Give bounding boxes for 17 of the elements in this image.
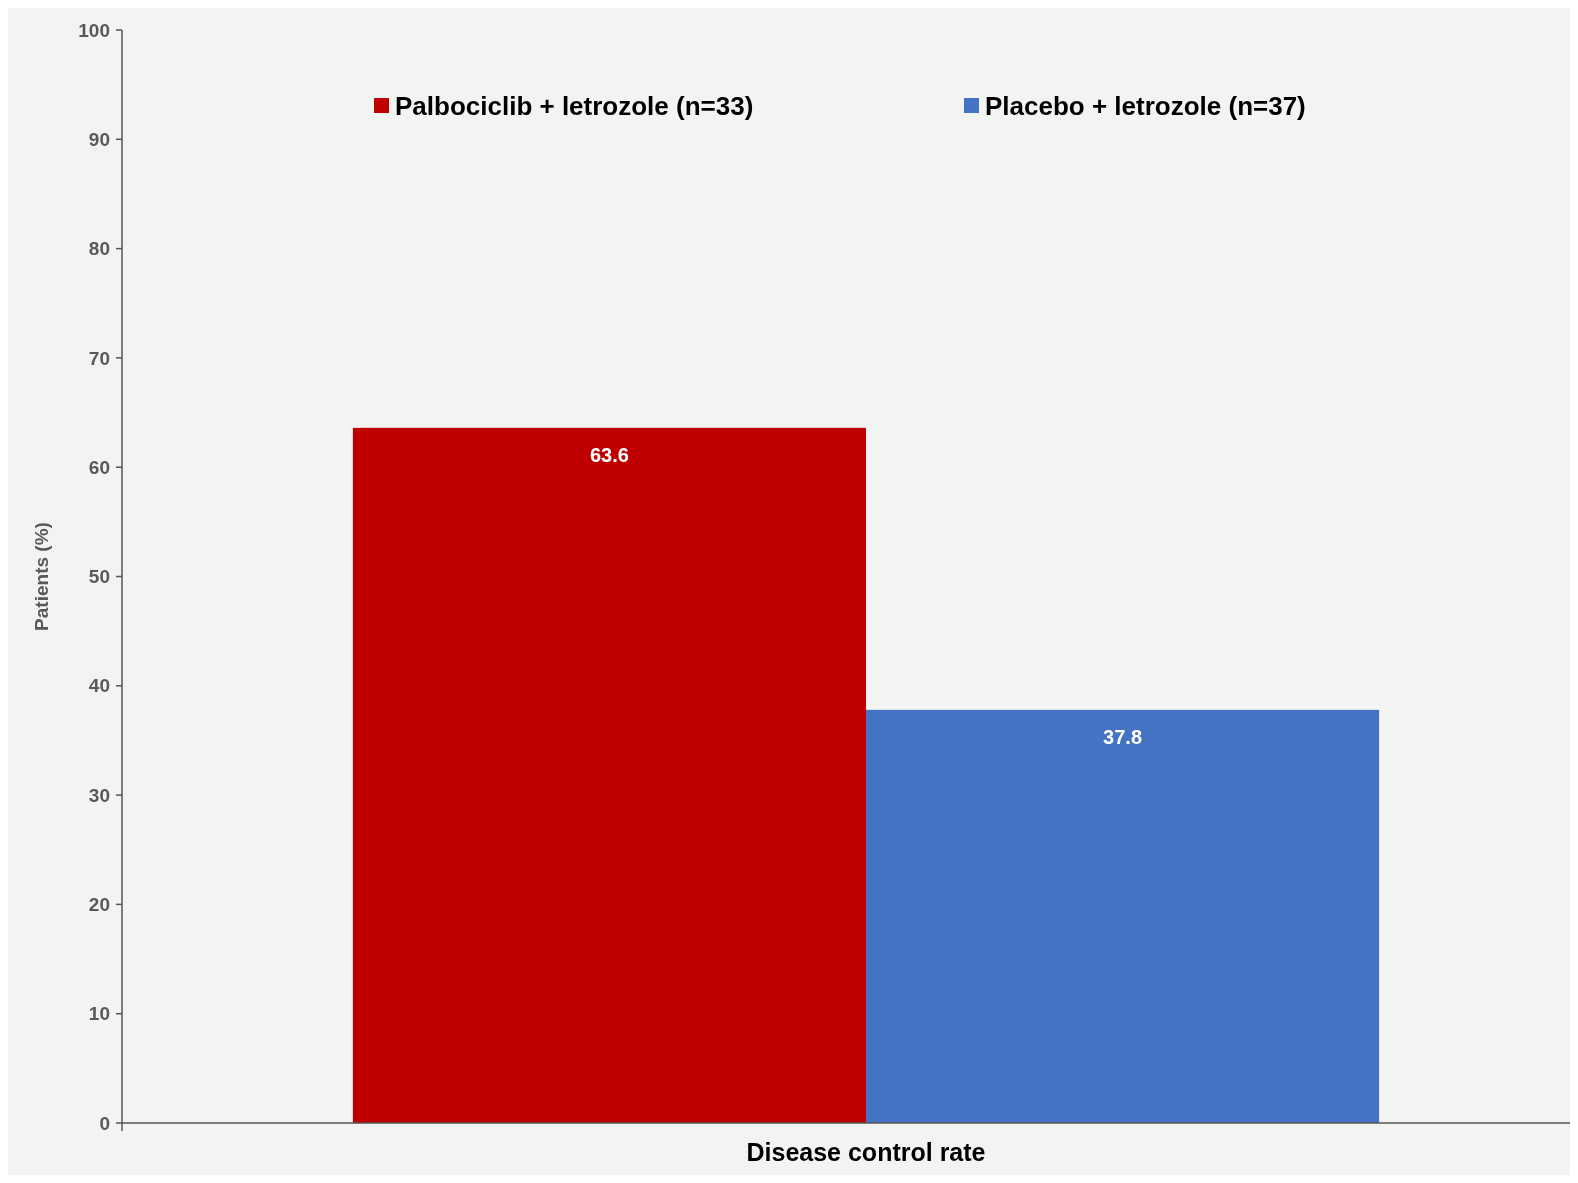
y-tick-label: 10 — [88, 1003, 110, 1025]
y-tick-label: 50 — [88, 566, 110, 588]
y-axis-title: Patients (%) — [31, 522, 52, 631]
y-tick-label: 90 — [88, 128, 110, 150]
y-tick-label: 100 — [78, 19, 110, 41]
legend-label: Palbociclib + letrozole (n=33) — [395, 91, 754, 122]
y-tick-label: 60 — [88, 456, 110, 478]
data-label: 63.6 — [589, 443, 629, 466]
y-tick-label: 20 — [88, 894, 110, 916]
legend-label: Placebo + letrozole (n=37) — [985, 91, 1306, 122]
data-label: 37.8 — [1103, 725, 1143, 748]
y-tick-label: 30 — [88, 784, 110, 806]
y-tick-label: 40 — [88, 675, 110, 697]
y-tick-label: 0 — [99, 1112, 110, 1134]
y-tick-label: 70 — [88, 347, 110, 369]
x-tick-label: Disease control rate — [746, 1138, 986, 1166]
y-tick-label: 80 — [88, 238, 110, 260]
